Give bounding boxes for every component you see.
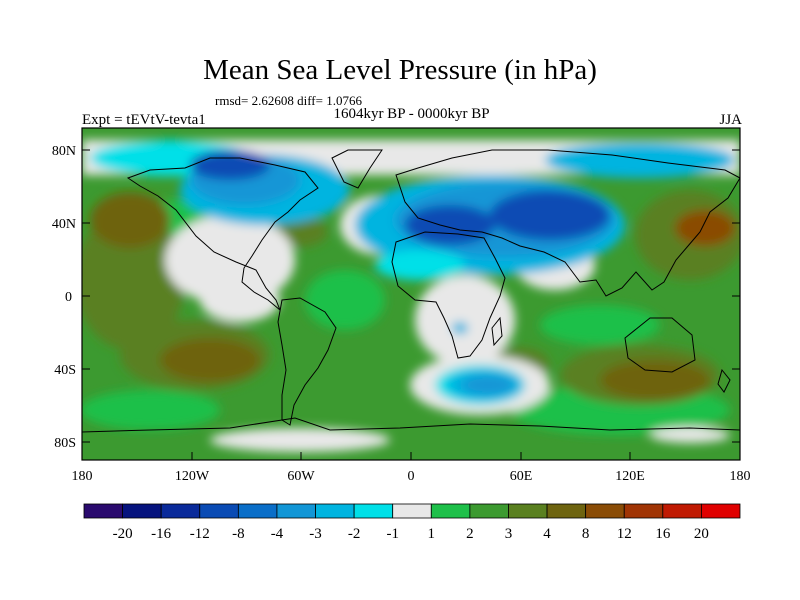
colorbar-label: 8 (582, 526, 590, 542)
colorbar-swatch (315, 503, 355, 519)
plot-title: Mean Sea Level Pressure (in hPa) (203, 54, 597, 86)
field-white-antarctic-e (650, 427, 730, 443)
colorbar-swatch (430, 503, 471, 519)
colorbar-label: -8 (232, 526, 245, 542)
colorbar-label: 4 (543, 526, 551, 542)
colorbar-label: -1 (386, 526, 399, 542)
y-tick-label: 80S (54, 436, 76, 451)
x-tick-label: 60W (287, 469, 315, 484)
colorbar-swatch (353, 503, 394, 519)
field-high-pac-nw (90, 192, 170, 248)
field-high-green-spac (82, 390, 220, 430)
period-label: 1604kyr BP - 0000kyr BP (333, 106, 490, 122)
colorbar-swatch (276, 503, 316, 519)
colorbar-label: -4 (271, 526, 284, 542)
colorbar-swatch (122, 503, 162, 519)
y-tick-label: 0 (65, 290, 72, 305)
y-tick-labels: 80N 40N 0 40S 80S (52, 144, 76, 451)
colorbar-label: 2 (466, 526, 474, 542)
field-white-africa-s (415, 275, 515, 365)
coast-australia (624, 317, 696, 373)
y-tick-label: 40S (54, 363, 76, 378)
colorbar-swatch (392, 503, 432, 519)
field-white-mexico (200, 278, 280, 322)
colorbar-label: -12 (190, 526, 210, 542)
colorbar-swatch (508, 503, 548, 519)
field-low-canada-deep (190, 150, 270, 180)
field-low-med-core (405, 205, 495, 245)
colorbar-swatch (469, 503, 509, 519)
field-white-antarctic (210, 428, 390, 452)
colorbar-label: -20 (113, 526, 133, 542)
colorbar-swatch (83, 503, 123, 519)
season-label: JJA (719, 112, 742, 128)
field-high-green-atl-s (305, 270, 385, 330)
x-tick-label: 60E (510, 469, 533, 484)
colorbar-swatch (199, 503, 239, 519)
coast-south-america (277, 297, 337, 426)
colorbar-label: 20 (694, 526, 709, 542)
coastlines (82, 149, 740, 433)
x-tick-labels: 180 120W 60W 0 60E 120E 180 (72, 469, 751, 484)
colorbar-swatch (701, 503, 741, 519)
x-tick-label: 180 (730, 469, 751, 484)
y-tick-marks (82, 149, 740, 443)
colorbar-swatch (662, 503, 702, 519)
field-high-pac-s-core (160, 338, 260, 382)
field-high-pac-w (82, 210, 185, 350)
x-tick-label: 120E (615, 469, 645, 484)
colorbar-swatch (546, 503, 587, 519)
pressure-field (82, 128, 740, 460)
colorbar: -20 -16 -12 -8 -4 -3 -2 -1 1 2 3 4 8 12 16 20 (83, 503, 741, 542)
colorbar-label: 16 (655, 526, 671, 542)
colorbar-swatch (237, 503, 278, 519)
colorbar-label: -3 (309, 526, 322, 542)
coast-eurasia (395, 149, 740, 297)
field-low-arctic-e (545, 142, 735, 178)
colorbar-label: -2 (348, 526, 361, 542)
experiment-label: Expt = tEVtV-tevta1 (82, 112, 206, 128)
field-low-namibia (452, 322, 468, 334)
colorbar-swatch (623, 503, 664, 519)
y-tick-label: 40N (52, 217, 76, 232)
field-high-green-ind (540, 305, 660, 345)
x-tick-label: 120W (175, 469, 210, 484)
field-high-aus-core (600, 360, 710, 400)
y-tick-label: 80N (52, 144, 76, 159)
colorbar-swatch (160, 503, 201, 519)
coast-new-zealand (717, 368, 731, 393)
field-high-wpac-core (675, 210, 735, 246)
colorbar-label: 1 (428, 526, 436, 542)
colorbar-label: 3 (505, 526, 513, 542)
coast-africa (391, 231, 506, 359)
x-tick-label: 180 (72, 469, 93, 484)
x-tick-label: 0 (408, 469, 415, 484)
coast-antarctica (82, 417, 740, 433)
coast-greenland (331, 149, 383, 189)
colorbar-label: 12 (617, 526, 632, 542)
x-tick-marks (81, 452, 741, 460)
coast-madagascar (491, 316, 503, 347)
field-low-satl-core (462, 375, 514, 395)
colorbar-swatch (585, 503, 625, 519)
coast-north-america (126, 157, 319, 311)
colorbar-label: -16 (151, 526, 171, 542)
field-low-asia-core (490, 190, 610, 240)
field-low-sahara (375, 250, 465, 280)
rmsd-diff-stats: rmsd= 2.62608 diff= 1.0766 (215, 93, 362, 108)
